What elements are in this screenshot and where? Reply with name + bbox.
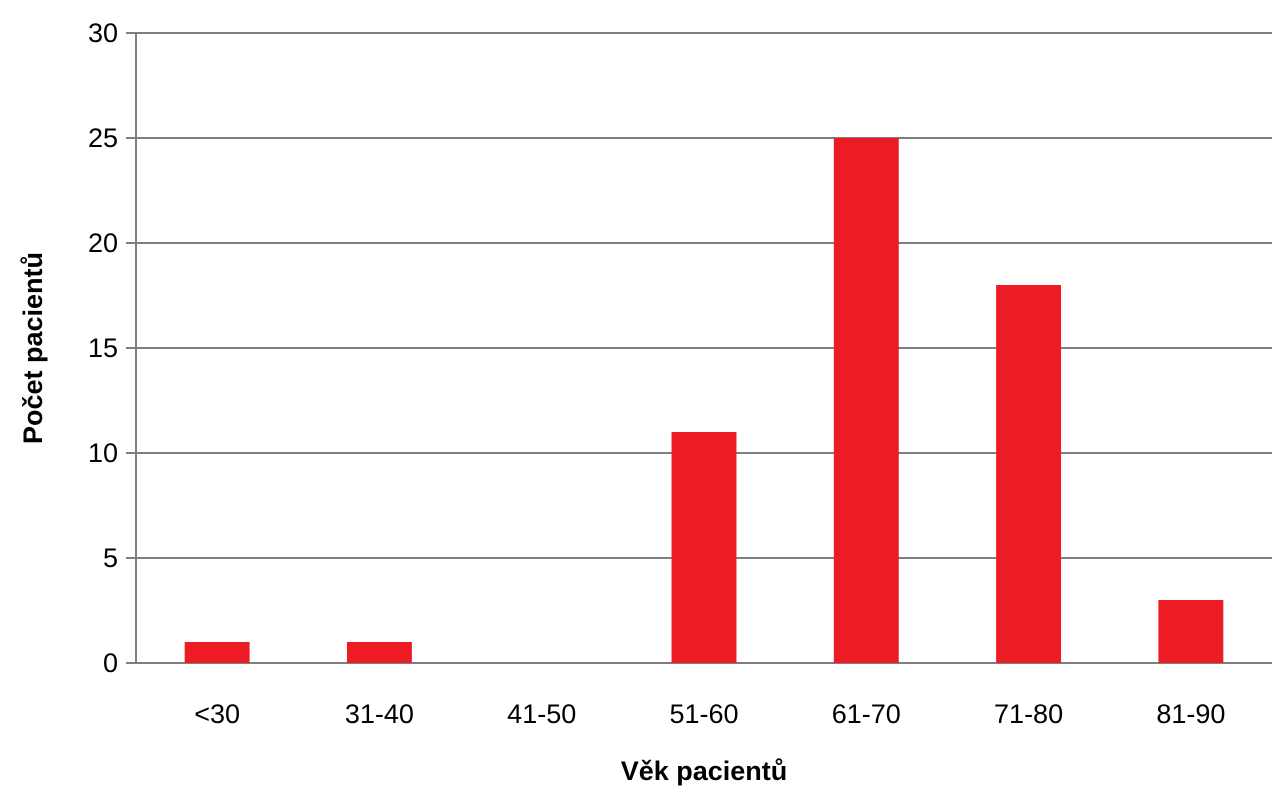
y-tick-label: 30: [88, 18, 118, 48]
y-axis-ticks: 0 5 10 15 20 25 30: [88, 18, 118, 678]
bar: [996, 285, 1062, 663]
y-axis-title: Počet pacientů: [18, 252, 48, 444]
x-tick-label: 41-50: [507, 699, 576, 729]
bar: [833, 138, 899, 663]
x-tick-label: 61-70: [832, 699, 901, 729]
bar: [1158, 600, 1224, 663]
bar: [184, 642, 250, 663]
x-axis-title: Věk pacientů: [621, 756, 788, 786]
y-tick-label: 15: [88, 333, 118, 363]
y-tick-label: 0: [103, 648, 118, 678]
bars: [184, 138, 1224, 663]
bar: [346, 642, 412, 663]
x-tick-label: 31-40: [345, 699, 414, 729]
x-tick-label: 81-90: [1156, 699, 1225, 729]
x-tick-label: 71-80: [994, 699, 1063, 729]
y-tick-label: 5: [103, 543, 118, 573]
x-axis-ticks: <30 31-40 41-50 51-60 61-70 71-80 81-90: [194, 699, 1225, 729]
y-tick-label: 10: [88, 438, 118, 468]
y-tick-label: 25: [88, 123, 118, 153]
x-tick-label: 51-60: [669, 699, 738, 729]
y-tick-label: 20: [88, 228, 118, 258]
bar: [671, 432, 737, 663]
x-tick-label: <30: [194, 699, 240, 729]
